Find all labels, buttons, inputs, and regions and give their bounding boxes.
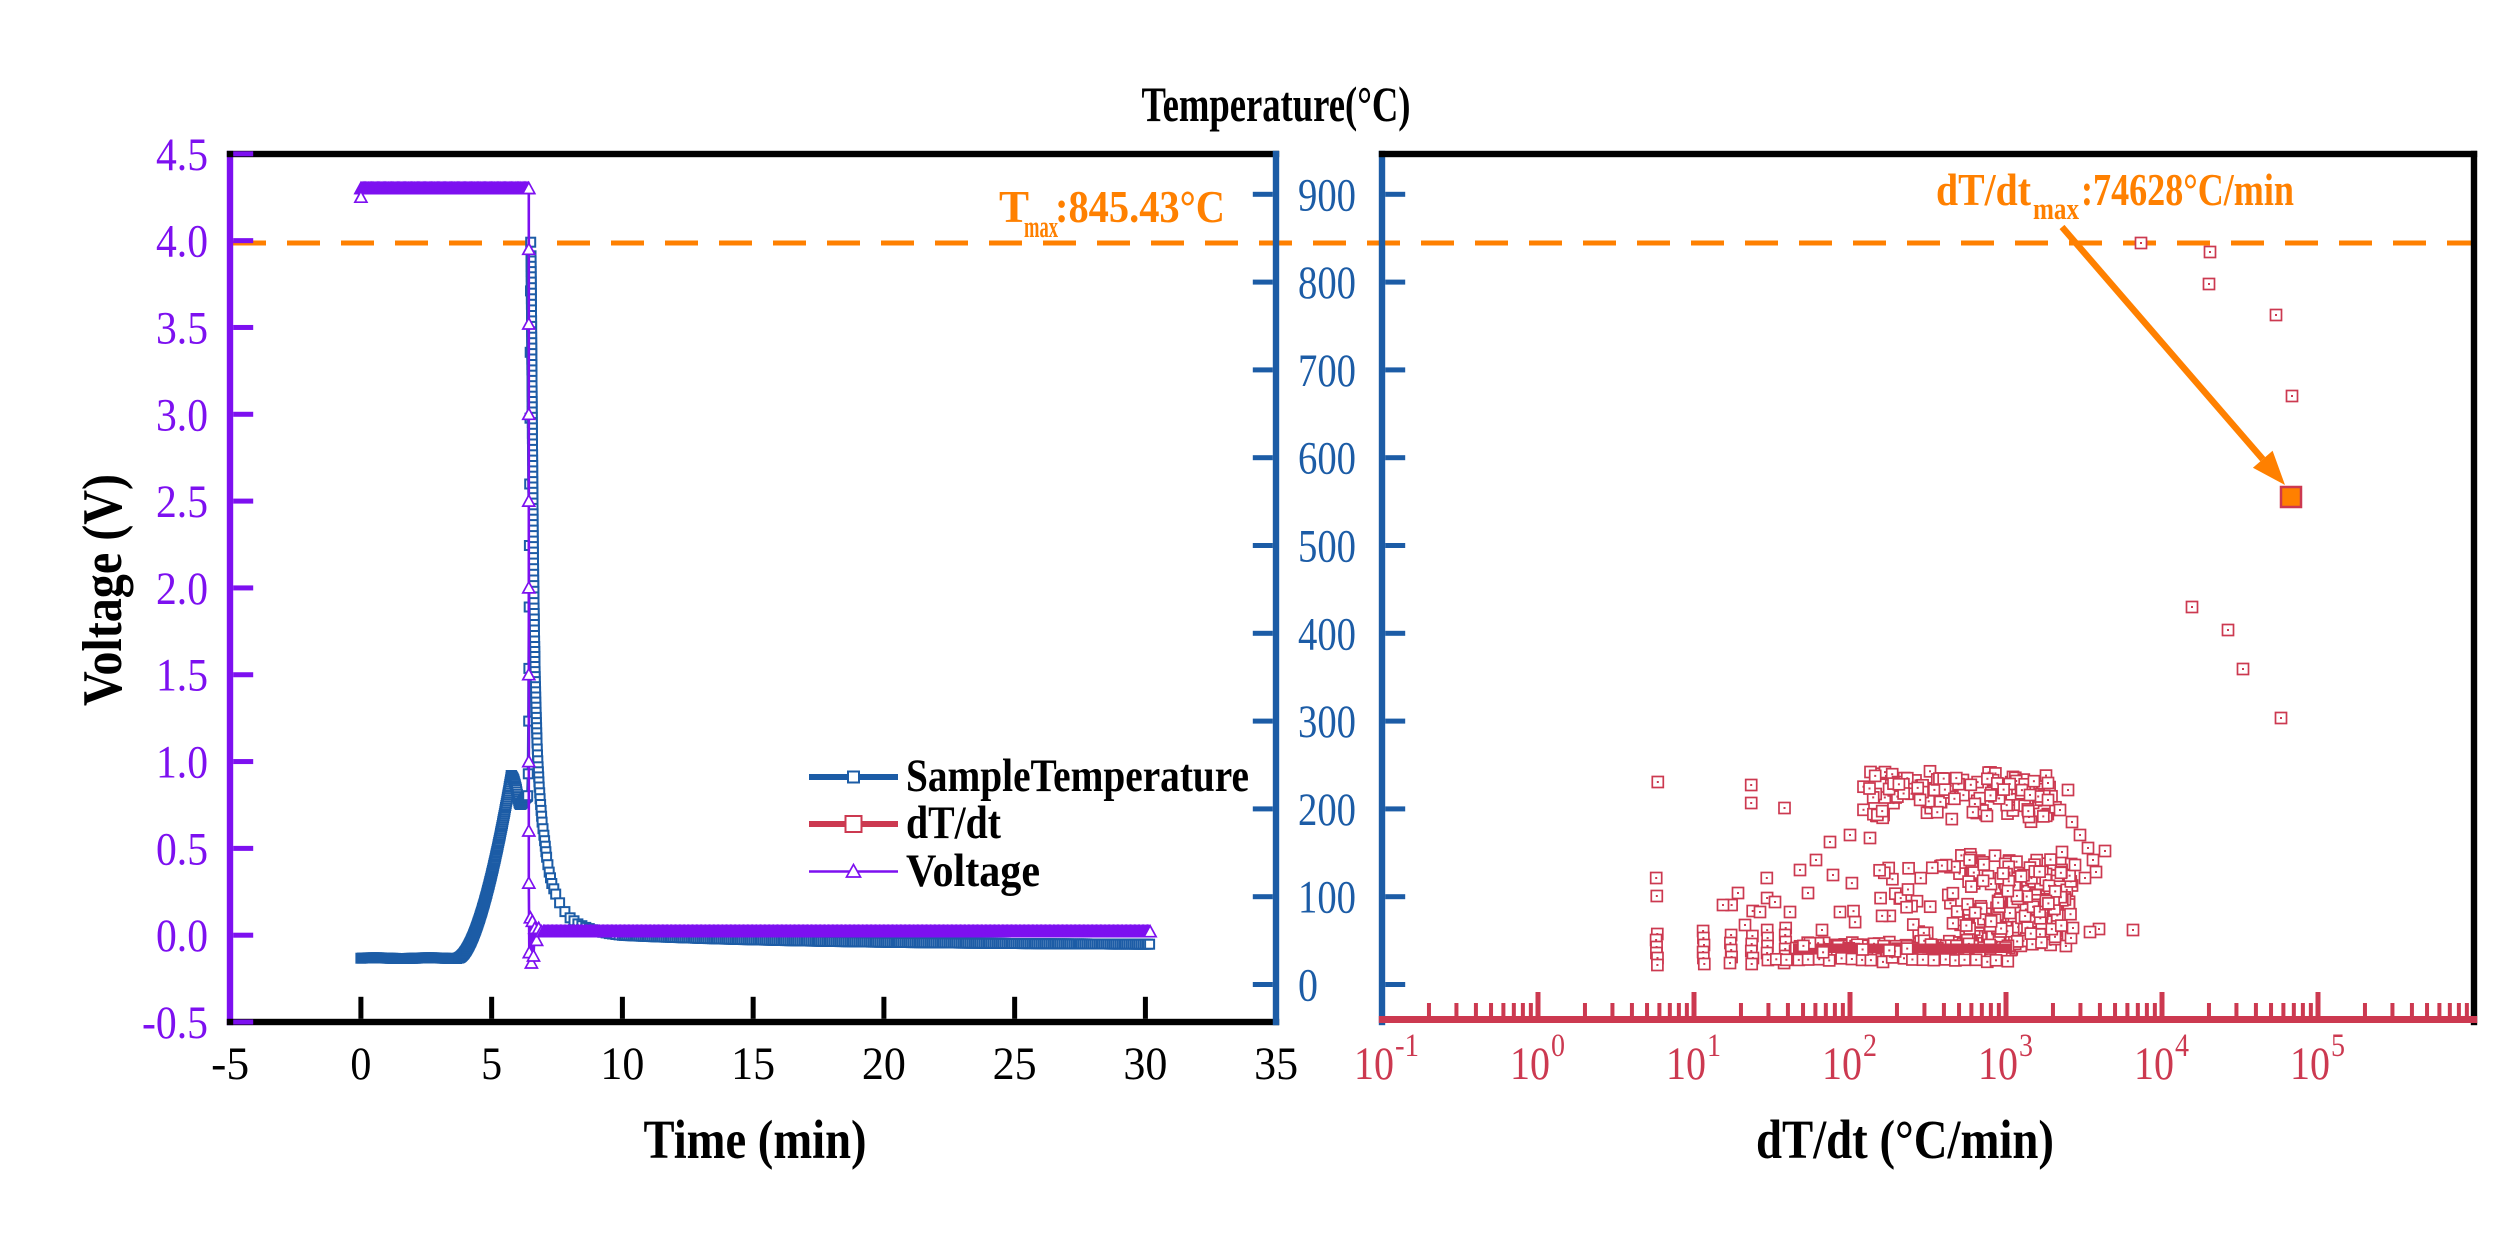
- svg-text:0.0: 0.0: [156, 910, 208, 962]
- svg-text:20: 20: [862, 1038, 906, 1090]
- svg-text:25: 25: [993, 1038, 1037, 1090]
- svg-text:2: 2: [1863, 1028, 1877, 1064]
- svg-text:0: 0: [1298, 960, 1318, 1012]
- svg-text:10: 10: [1510, 1038, 1550, 1090]
- svg-text:-0.5: -0.5: [142, 997, 208, 1049]
- svg-text:2.0: 2.0: [156, 563, 208, 615]
- svg-text:T: T: [999, 182, 1029, 232]
- svg-text::845.43°C: :845.43°C: [1055, 182, 1225, 232]
- svg-text:Time (min): Time (min): [644, 1109, 867, 1170]
- svg-text:Temperature(°C): Temperature(°C): [1142, 76, 1411, 132]
- svg-text:dT/dt: dT/dt: [906, 797, 1001, 849]
- svg-text:4.5: 4.5: [156, 129, 208, 181]
- svg-text:900: 900: [1298, 169, 1356, 221]
- svg-text:10: 10: [1354, 1038, 1394, 1090]
- svg-text:4: 4: [2175, 1028, 2189, 1064]
- svg-text:0.5: 0.5: [156, 823, 208, 875]
- svg-text:-5: -5: [211, 1038, 249, 1090]
- svg-text:1.5: 1.5: [156, 650, 208, 702]
- svg-text:700: 700: [1298, 345, 1356, 397]
- svg-text:35: 35: [1254, 1038, 1298, 1090]
- svg-text:400: 400: [1298, 608, 1356, 660]
- svg-text:3.5: 3.5: [156, 302, 208, 354]
- svg-text:max: max: [1024, 209, 1058, 244]
- svg-text:3: 3: [2019, 1028, 2033, 1064]
- svg-text:1: 1: [1707, 1028, 1721, 1064]
- svg-text:10: 10: [1978, 1038, 2018, 1090]
- svg-text:10: 10: [600, 1038, 644, 1090]
- svg-text:3.0: 3.0: [156, 389, 208, 441]
- svg-text::74628°C/min: :74628°C/min: [2081, 164, 2294, 215]
- svg-text:2.5: 2.5: [156, 476, 208, 528]
- svg-text:100: 100: [1298, 872, 1356, 924]
- svg-text:dT/dt: dT/dt: [1936, 164, 2032, 215]
- svg-text:1.0: 1.0: [156, 737, 208, 789]
- svg-text:max: max: [2033, 191, 2079, 226]
- svg-text:10: 10: [2290, 1038, 2330, 1090]
- svg-text:30: 30: [1123, 1038, 1167, 1090]
- svg-text:10: 10: [2134, 1038, 2174, 1090]
- svg-text:5: 5: [481, 1038, 502, 1090]
- svg-text:600: 600: [1298, 433, 1356, 485]
- svg-text:Voltage (V): Voltage (V): [72, 474, 134, 706]
- svg-text:Voltage: Voltage: [906, 845, 1040, 897]
- svg-text:0: 0: [350, 1038, 371, 1090]
- svg-text:-1: -1: [1395, 1028, 1419, 1064]
- svg-text:200: 200: [1298, 784, 1356, 836]
- svg-text:4.0: 4.0: [156, 216, 208, 268]
- svg-text:5: 5: [2331, 1028, 2345, 1064]
- svg-text:300: 300: [1298, 696, 1356, 748]
- svg-text:dT/dt (°C/min): dT/dt (°C/min): [1756, 1109, 2054, 1170]
- svg-text:10: 10: [1822, 1038, 1862, 1090]
- svg-text:10: 10: [1666, 1038, 1706, 1090]
- svg-text:500: 500: [1298, 521, 1356, 573]
- svg-text:0: 0: [1551, 1028, 1565, 1064]
- svg-text:15: 15: [731, 1038, 775, 1090]
- svg-text:800: 800: [1298, 257, 1356, 309]
- svg-text:SampleTemperature: SampleTemperature: [906, 750, 1249, 802]
